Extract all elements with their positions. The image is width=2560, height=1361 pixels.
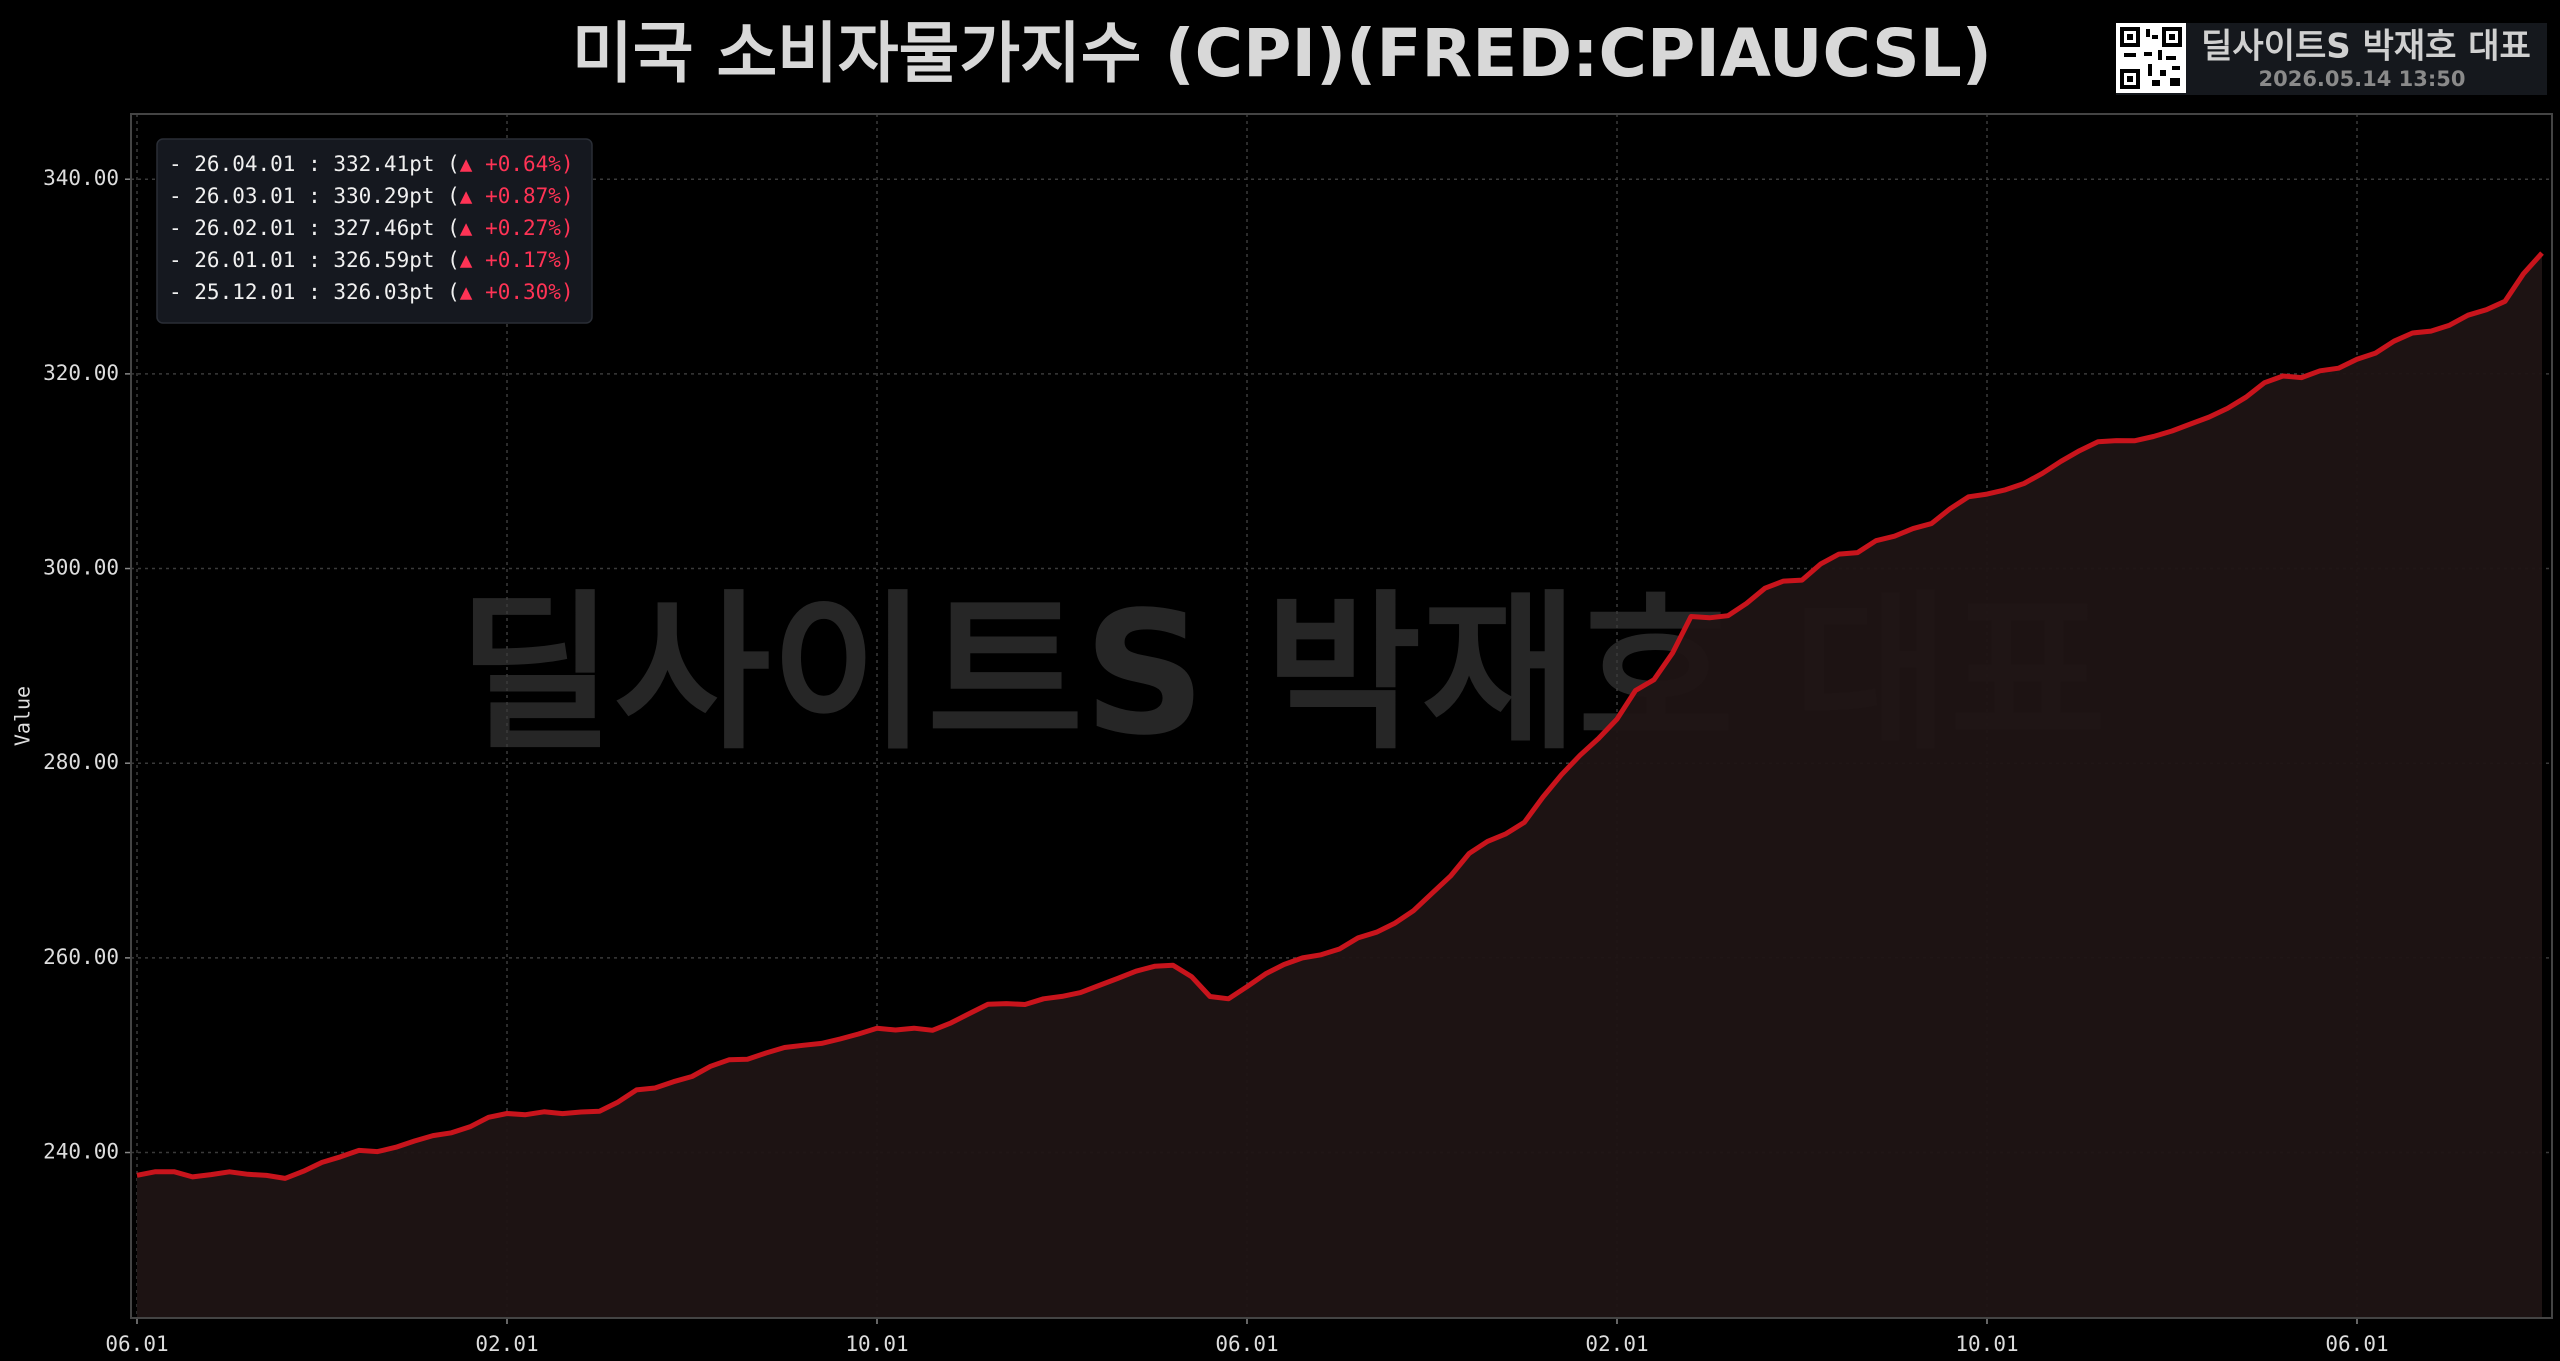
y-tick-label: 300.00	[43, 556, 119, 580]
x-tick-label: 06.01	[1215, 1332, 1278, 1356]
legend-change: ▲ +0.87%)	[460, 184, 574, 208]
plot-frame	[130, 113, 2553, 1319]
x-tick-label: 10.01	[1955, 1332, 2018, 1356]
y-tick-label: 260.00	[43, 945, 119, 969]
qr-pattern	[2120, 27, 2182, 89]
x-tick-label: 06.01	[105, 1332, 168, 1356]
chart-title: 미국 소비자물가지수 (CPI)(FRED:CPIAUCSL)	[572, 15, 1992, 92]
badge-timestamp: 2026.05.14 13:50	[2258, 67, 2465, 91]
legend-entry: - 26.03.01 : 330.29pt (▲ +0.87%)	[169, 184, 574, 208]
legend-change: ▲ +0.64%)	[460, 152, 574, 176]
legend-change: ▲ +0.27%)	[460, 216, 574, 240]
legend-text: - 26.03.01 : 330.29pt (	[169, 184, 460, 208]
y-tick-label: 320.00	[43, 361, 119, 385]
badge-name: 딜사이트S 박재호 대표	[2201, 27, 2531, 67]
legend-text: - 25.12.01 : 326.03pt (	[169, 280, 460, 304]
legend-change: ▲ +0.30%)	[460, 280, 574, 304]
y-tick-label: 240.00	[43, 1140, 119, 1164]
x-tick-label: 02.01	[475, 1332, 538, 1356]
legend-entry: - 25.12.01 : 326.03pt (▲ +0.30%)	[169, 280, 574, 304]
badge: 딜사이트S 박재호 대표 2026.05.14 13:50	[2116, 23, 2547, 95]
x-tick-label: 02.01	[1585, 1332, 1648, 1356]
legend-entry: - 26.02.01 : 327.46pt (▲ +0.27%)	[169, 216, 574, 240]
legend-entry: - 26.04.01 : 332.41pt (▲ +0.64%)	[169, 152, 574, 176]
legend-change: ▲ +0.17%)	[460, 248, 574, 272]
legend-text: - 26.04.01 : 332.41pt (	[169, 152, 460, 176]
legend-text: - 26.01.01 : 326.59pt (	[169, 248, 460, 272]
line	[136, 251, 2544, 1181]
x-tick-label: 06.01	[2325, 1332, 2388, 1356]
y-tick-label: 340.00	[43, 166, 119, 190]
x-tick-label: 10.01	[845, 1332, 908, 1356]
y-tick-label: 280.00	[43, 750, 119, 774]
legend-box	[156, 138, 593, 324]
badge-bg	[2116, 23, 2547, 95]
y-axis-label: Value	[11, 686, 35, 746]
legend-text: - 26.02.01 : 327.46pt (	[169, 216, 460, 240]
legend-entry: - 26.01.01 : 326.59pt (▲ +0.17%)	[169, 248, 574, 272]
